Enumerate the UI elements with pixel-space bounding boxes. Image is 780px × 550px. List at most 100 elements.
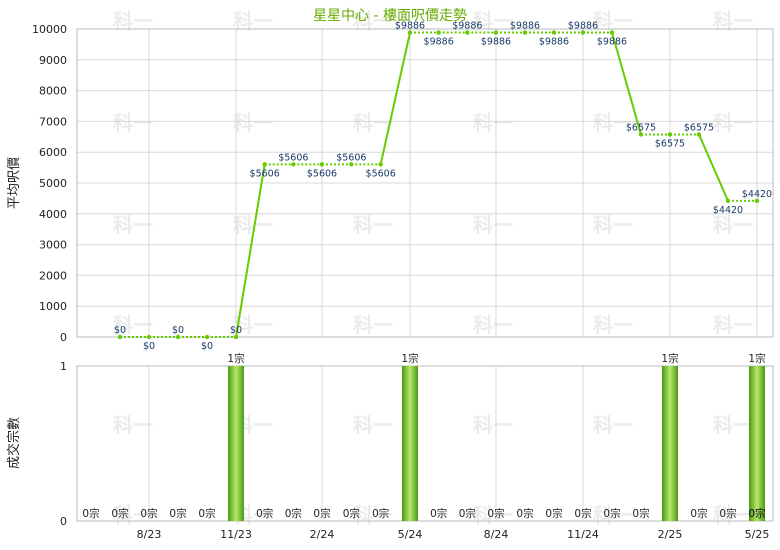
- watermark-text: 科一: [113, 213, 153, 237]
- data-label: $9886: [568, 21, 598, 32]
- watermark-text: 科一: [113, 313, 153, 337]
- data-point[interactable]: [204, 334, 210, 340]
- data-label: $0: [143, 341, 155, 352]
- data-label: $4420: [713, 205, 743, 216]
- data-point[interactable]: [146, 334, 152, 340]
- data-point[interactable]: [378, 162, 383, 167]
- y-tick-label: 1000: [39, 300, 67, 313]
- data-point[interactable]: [580, 30, 586, 35]
- data-label: $6575: [655, 138, 685, 149]
- data-point[interactable]: [117, 334, 123, 340]
- y-tick-label: 10000: [32, 23, 67, 36]
- x-tick-label: 5/25: [745, 528, 770, 541]
- data-point[interactable]: [725, 198, 731, 204]
- y-tick-label: 5000: [39, 177, 67, 190]
- bar-label: 0宗: [574, 507, 591, 520]
- bar-label: 0宗: [343, 507, 360, 520]
- bar-label: 0宗: [748, 507, 765, 520]
- data-label: $0: [172, 325, 184, 336]
- y-tick-label: 2000: [39, 269, 67, 282]
- bar-label: 0宗: [632, 507, 649, 520]
- data-point[interactable]: [638, 132, 644, 137]
- data-label: $9886: [481, 37, 511, 48]
- watermark-text: 科一: [473, 213, 513, 237]
- watermark-text: 科一: [113, 413, 153, 437]
- plot-area-border: [76, 365, 774, 522]
- bar-label: 0宗: [140, 507, 157, 520]
- watermark-text: 科一: [113, 503, 153, 527]
- data-label: $4420: [742, 189, 772, 200]
- watermark-text: 科一: [713, 413, 753, 437]
- watermark-text: 科一: [713, 213, 753, 237]
- y-tick-label: 0: [60, 331, 67, 344]
- data-label: $6575: [626, 122, 656, 133]
- bar[interactable]: [402, 366, 418, 521]
- series-line-segment: [379, 32, 411, 165]
- bar[interactable]: [228, 366, 244, 521]
- watermark-text: 科一: [713, 111, 753, 135]
- bar-label: 1宗: [748, 352, 765, 365]
- bar[interactable]: [662, 366, 678, 521]
- watermark-text: 科一: [593, 413, 633, 437]
- bar-label: 0宗: [690, 507, 707, 520]
- data-label: $5606: [366, 168, 396, 179]
- data-label: $9886: [424, 37, 454, 48]
- y-tick-label: 8000: [39, 85, 67, 98]
- x-tick-label: 11/24: [567, 528, 599, 541]
- series-line-segment: [235, 164, 266, 338]
- watermark-text: 科一: [353, 503, 393, 527]
- x-tick-label: 2/25: [658, 528, 683, 541]
- transaction-count-chart: 0 1 成交宗數 0宗 0宗 0宗 0宗 0宗 1宗 0宗 0宗 0宗 0宗 0宗 1宗 0宗 0宗 0宗 0宗 0宗…: [6, 352, 774, 541]
- data-point[interactable]: [667, 132, 673, 137]
- watermark-text: 科一: [353, 313, 393, 337]
- data-label: $5606: [278, 152, 308, 163]
- data-label: $5606: [250, 168, 280, 179]
- chart-title: 星星中心 - 樓面呎價走勢: [313, 7, 467, 24]
- y-axis-title: 平均呎價: [7, 157, 22, 209]
- data-point[interactable]: [407, 30, 413, 35]
- bar-label: 0宗: [516, 507, 533, 520]
- bar-label: 0宗: [82, 507, 99, 520]
- bar-label: 0宗: [169, 507, 186, 520]
- watermark-text: 科一: [473, 413, 513, 437]
- watermark-text: 科一: [113, 111, 153, 135]
- data-point[interactable]: [319, 162, 325, 167]
- watermark-text: 科一: [713, 313, 753, 337]
- data-label: $9886: [597, 37, 627, 48]
- data-point[interactable]: [233, 334, 239, 340]
- data-point[interactable]: [754, 198, 760, 204]
- watermark-text: 科一: [473, 313, 513, 337]
- plot-area-border: [76, 28, 774, 338]
- data-point[interactable]: [349, 162, 354, 167]
- data-label: $0: [201, 341, 213, 352]
- x-tick-label: 8/24: [484, 528, 509, 541]
- data-point[interactable]: [522, 30, 528, 35]
- watermark-text: 科一: [353, 111, 393, 135]
- y-tick-label: 0: [60, 515, 67, 528]
- data-point[interactable]: [609, 30, 615, 35]
- bar-label: 1宗: [227, 352, 244, 365]
- x-tick-label: 8/23: [137, 528, 162, 541]
- data-point[interactable]: [175, 334, 181, 340]
- data-point[interactable]: [436, 30, 441, 35]
- watermark-text: 科一: [473, 111, 513, 135]
- watermark-text: 科一: [353, 213, 393, 237]
- watermark-text: 科一: [233, 111, 273, 135]
- data-point[interactable]: [551, 30, 557, 35]
- bar[interactable]: [749, 366, 765, 521]
- y-tick-label: 3000: [39, 239, 67, 252]
- data-point[interactable]: [291, 162, 296, 167]
- y-tick-label: 1: [60, 360, 67, 373]
- data-point[interactable]: [696, 132, 702, 137]
- bar-label: 1宗: [661, 352, 678, 365]
- watermark-text: 科一: [473, 503, 513, 527]
- data-point[interactable]: [262, 162, 267, 167]
- data-label: $6575: [684, 122, 714, 133]
- bar-label: 0宗: [285, 507, 302, 520]
- data-point[interactable]: [465, 30, 470, 35]
- bar-label: 0宗: [256, 507, 273, 520]
- y-tick-label: 6000: [39, 146, 67, 159]
- data-point[interactable]: [493, 30, 499, 35]
- bar-label: 0宗: [603, 507, 620, 520]
